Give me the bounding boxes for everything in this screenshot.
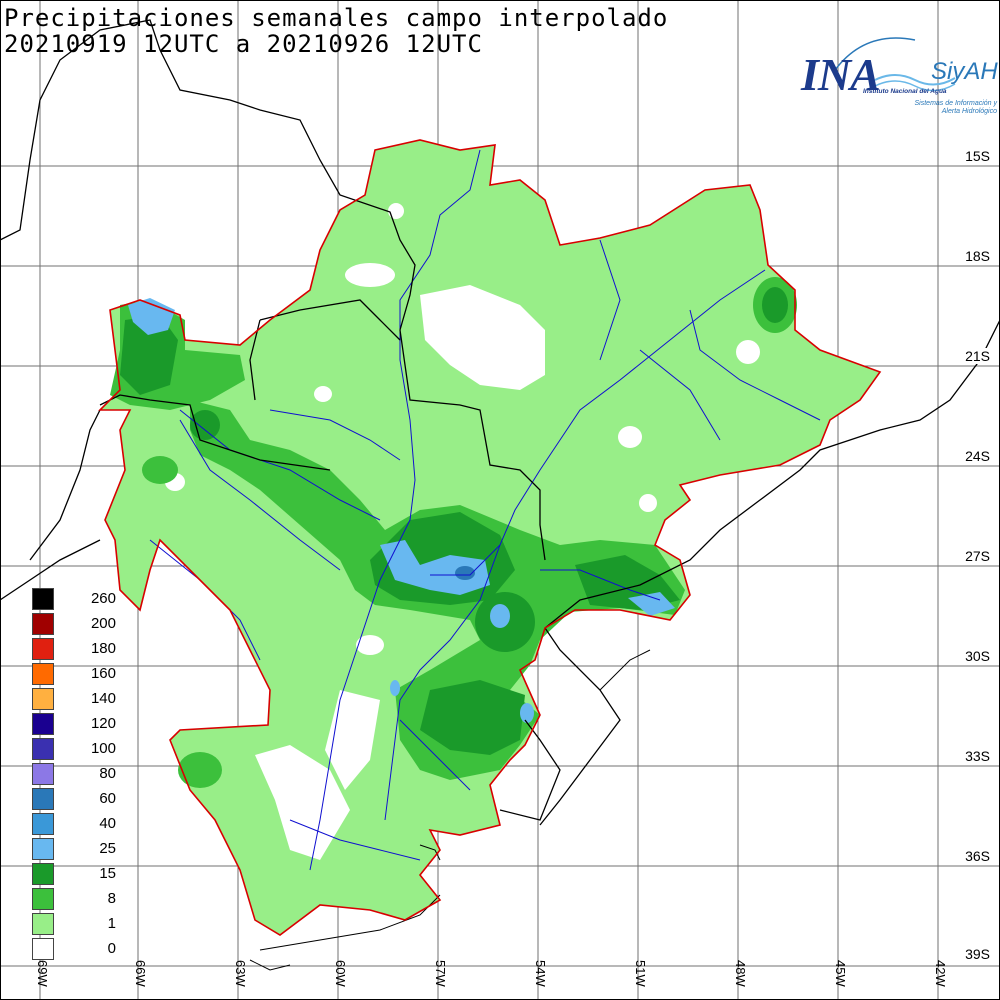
lat-label-30s: 30S [963, 648, 992, 664]
legend-label: 1 [107, 915, 116, 932]
lat-label-24s: 24S [963, 448, 992, 464]
legend-label: 80 [99, 765, 116, 782]
logo-system-text: Sistemas de Información y Alerta Hidroló… [914, 100, 997, 115]
legend-row: 100 [32, 736, 120, 761]
legend-label: 100 [90, 740, 116, 757]
legend-swatch [32, 837, 54, 860]
basin-outline [98, 139, 882, 936]
legend-row: 160 [32, 661, 120, 686]
legend-row: 40 [32, 811, 120, 836]
legend-swatch [32, 812, 54, 835]
lat-label-27s: 27S [963, 548, 992, 564]
logo-ina-text: INA [801, 49, 881, 100]
legend-swatch [32, 612, 54, 635]
precip-field-extreme [455, 566, 475, 580]
legend-row: 200 [32, 611, 120, 636]
legend-row: 80 [32, 761, 120, 786]
lon-label-60w: 60W [333, 960, 348, 987]
legend-label: 40 [99, 815, 116, 832]
legend-swatch [32, 912, 54, 935]
legend-row: 15 [32, 861, 120, 886]
legend-row: 25 [32, 836, 120, 861]
legend-label: 25 [99, 840, 116, 857]
lat-label-21s: 21S [963, 348, 992, 364]
legend-row: 1 [32, 911, 120, 936]
lon-label-48w: 48W [733, 960, 748, 987]
lat-label-33s: 33S [963, 748, 992, 764]
legend-label: 260 [90, 590, 116, 607]
ina-siyah-logo: INA SiyAH Instituto Nacional del Agua Si… [795, 30, 998, 130]
legend-label: 180 [90, 640, 116, 657]
lon-label-42w: 42W [933, 960, 948, 987]
legend-label: 8 [107, 890, 116, 907]
lon-label-57w: 57W [433, 960, 448, 987]
legend-label: 140 [90, 690, 116, 707]
legend-row: 260 [32, 586, 120, 611]
logo-siyah-text: SiyAH [931, 58, 998, 85]
legend-swatch [32, 587, 54, 610]
legend-label: 15 [99, 865, 116, 882]
legend-swatch [32, 687, 54, 710]
lat-label-39s: 39S [963, 946, 992, 962]
logo-swoosh-icon [834, 37, 956, 92]
lon-label-69w: 69W [35, 960, 50, 987]
lon-label-63w: 63W [233, 960, 248, 987]
lon-label-51w: 51W [633, 960, 648, 987]
political-borders [0, 19, 1000, 826]
lat-label-15s: 15S [963, 148, 992, 164]
map-title: Precipitaciones semanales campo interpol… [4, 4, 669, 32]
dry-areas [165, 203, 760, 860]
lat-label-18s: 18S [963, 248, 992, 264]
legend-row: 60 [32, 786, 120, 811]
legend-swatch [32, 637, 54, 660]
legend-label: 0 [107, 940, 116, 957]
legend-row: 8 [32, 886, 120, 911]
lon-label-45w: 45W [833, 960, 848, 987]
legend-swatch [32, 712, 54, 735]
logo-institution-text: Instituto Nacional del Agua [863, 88, 947, 95]
precipitation-legend: 260 200 180 160 140 120 100 80 60 40 25 … [32, 586, 120, 961]
lon-label-54w: 54W [533, 960, 548, 987]
legend-swatch [32, 937, 54, 960]
legend-label: 200 [90, 615, 116, 632]
precip-field-very-heavy [128, 298, 675, 723]
legend-swatch [32, 862, 54, 885]
rivers [149, 149, 821, 871]
legend-row: 180 [32, 636, 120, 661]
legend-swatch [32, 887, 54, 910]
map-period: 20210919 12UTC a 20210926 12UTC [4, 30, 483, 58]
legend-swatch [32, 737, 54, 760]
legend-swatch [32, 762, 54, 785]
legend-label: 160 [90, 665, 116, 682]
legend-label: 60 [99, 790, 116, 807]
legend-row: 140 [32, 686, 120, 711]
lon-label-66w: 66W [133, 960, 148, 987]
legend-swatch [32, 662, 54, 685]
legend-swatch [32, 787, 54, 810]
legend-row: 120 [32, 711, 120, 736]
legend-label: 120 [90, 715, 116, 732]
legend-row: 0 [32, 936, 120, 961]
lat-label-36s: 36S [963, 848, 992, 864]
